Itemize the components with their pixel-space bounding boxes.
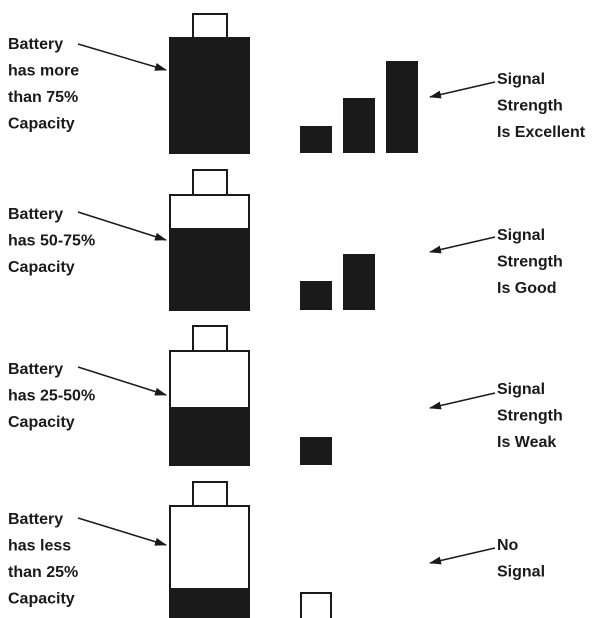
signal-label: Signal <box>497 227 545 244</box>
battery-label: Capacity <box>8 414 75 431</box>
battery-label: has more <box>8 63 79 80</box>
arrow <box>77 366 167 396</box>
battery-label: Capacity <box>8 591 75 608</box>
battery-label: Battery <box>8 511 63 528</box>
battery-label: than 25% <box>8 564 78 581</box>
signal-none <box>300 592 332 618</box>
signal-label: Signal <box>497 71 545 88</box>
battery-label: has 25-50% <box>8 388 95 405</box>
battery-label: Capacity <box>8 259 75 276</box>
battery-label: Battery <box>8 361 63 378</box>
arrow <box>77 43 167 71</box>
signal-label: Is Weak <box>497 434 556 451</box>
arrow <box>429 81 496 99</box>
battery-label: Battery <box>8 206 63 223</box>
battery-full <box>169 13 250 154</box>
signal-label: Is Excellent <box>497 124 586 141</box>
signal-label: Is Good <box>497 280 557 297</box>
signal-good <box>300 254 375 310</box>
signal-excellent <box>300 61 418 153</box>
battery-label: Battery <box>8 36 63 53</box>
battery-label: Capacity <box>8 116 75 133</box>
arrow <box>429 392 496 410</box>
battery-medium <box>169 325 250 466</box>
signal-label: Signal <box>497 564 545 581</box>
battery-high <box>169 169 250 311</box>
arrow <box>429 547 496 565</box>
battery-label: has less <box>8 538 71 555</box>
signal-label: Strength <box>497 408 563 425</box>
signal-label: No <box>497 537 519 554</box>
arrow <box>77 517 167 546</box>
battery-label: than 75% <box>8 89 78 106</box>
battery-label: has 50-75% <box>8 233 95 250</box>
signal-weak <box>300 437 332 465</box>
signal-label: Strength <box>497 98 563 115</box>
arrow <box>429 236 496 254</box>
battery-low <box>169 481 250 618</box>
arrow <box>77 211 167 241</box>
signal-label: Signal <box>497 381 545 398</box>
signal-label: Strength <box>497 254 563 271</box>
